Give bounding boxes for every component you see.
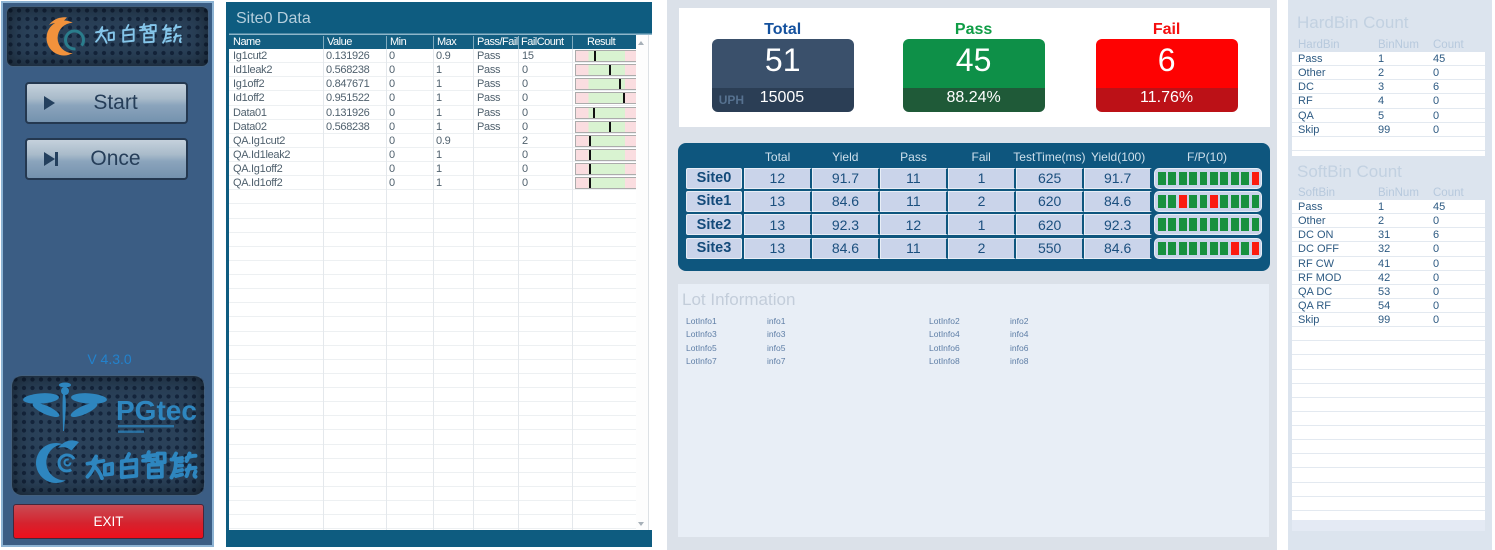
svg-text:PGtec: PGtec bbox=[116, 395, 197, 426]
